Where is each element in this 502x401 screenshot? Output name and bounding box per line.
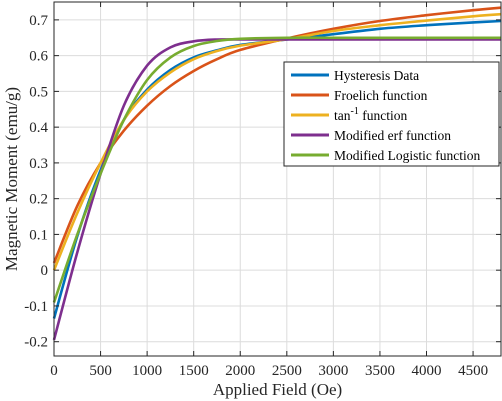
x-tick-label: 2500 [272,363,302,379]
x-axis-title: Applied Field (Oe) [213,380,342,399]
y-tick-label: -0.2 [24,335,48,351]
y-tick-label: 0 [41,263,49,279]
legend-label: tan-1 function [334,106,407,123]
y-tick-label: 0.1 [29,227,48,243]
y-tick-label: 0.2 [29,192,48,208]
y-tick-label: 0.7 [29,13,48,29]
series-line-5 [52,36,501,303]
x-tick-label: 500 [89,363,112,379]
y-tick-label: 0.6 [29,49,48,65]
x-tick-label: 3500 [365,363,395,379]
legend-label: Hysteresis Data [334,68,419,83]
tick-marks [53,2,501,356]
y-axis-title: Magnetic Moment (emu/g) [2,87,21,271]
x-tick-label: 0 [50,363,58,379]
x-tick-label: 2000 [225,363,255,379]
y-tick-label: 0.3 [29,156,48,172]
legend-label: Froelich function [334,88,428,103]
plot-area-frame [53,1,502,357]
y-tick-label: 0.4 [29,120,48,136]
legend-label: Modified erf function [334,128,451,143]
x-tick-label: 1500 [179,363,209,379]
x-tick-label: 1000 [132,363,162,379]
series-lines [52,6,502,341]
y-tick-label: -0.1 [24,299,48,315]
tick-labels: 0 500 1000 1500 2000 2500 3000 3500 4000 4500 -0.2… [24,13,488,379]
y-tick-label: 0.5 [29,84,48,100]
x-tick-label: 3000 [318,363,348,379]
x-tick-label: 4500 [458,363,488,379]
legend-label: Modified Logistic function [334,148,480,163]
grid [53,2,501,356]
legend: Hysteresis Data Froelich function tan-1 fu… [283,61,500,167]
x-tick-label: 4000 [412,363,442,379]
